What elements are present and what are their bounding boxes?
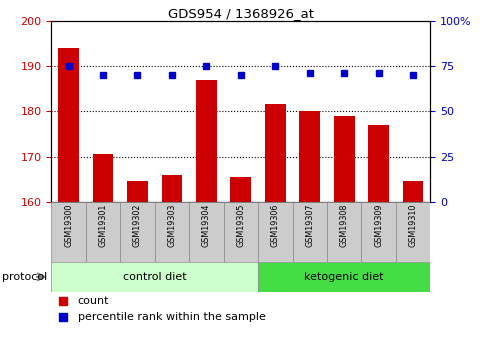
Bar [299,111,320,202]
Bar [292,202,326,262]
Bar [51,202,85,262]
Bar [402,181,423,202]
Bar [367,125,388,202]
Text: control diet: control diet [122,272,186,282]
Bar [93,154,113,202]
Text: protocol: protocol [2,272,48,282]
Bar [85,202,120,262]
Bar [230,177,251,202]
Text: ketogenic diet: ketogenic diet [304,272,383,282]
Text: GSM19309: GSM19309 [373,204,383,247]
Text: GSM19306: GSM19306 [270,204,279,247]
Text: GSM19304: GSM19304 [202,204,210,247]
Text: GSM19310: GSM19310 [408,204,417,247]
Bar [51,262,258,292]
Bar [223,202,258,262]
Bar [333,116,354,202]
Bar [264,105,285,202]
Bar [189,202,223,262]
Bar [127,181,147,202]
Text: GSM19300: GSM19300 [64,204,73,247]
Text: GSM19301: GSM19301 [98,204,107,247]
Text: GSM19303: GSM19303 [167,204,176,247]
Text: count: count [78,296,109,306]
Bar [120,202,154,262]
Text: GSM19305: GSM19305 [236,204,245,247]
Text: GSM19302: GSM19302 [133,204,142,247]
Bar [58,48,79,202]
Title: GDS954 / 1368926_at: GDS954 / 1368926_at [167,7,313,20]
Text: GSM19307: GSM19307 [305,204,314,247]
Bar [161,175,182,202]
Bar [258,262,429,292]
Text: percentile rank within the sample: percentile rank within the sample [78,313,265,322]
Bar [361,202,395,262]
Text: GSM19308: GSM19308 [339,204,348,247]
Bar [154,202,189,262]
Bar [258,202,292,262]
Bar [395,202,429,262]
Bar [326,202,361,262]
Bar [196,80,216,202]
